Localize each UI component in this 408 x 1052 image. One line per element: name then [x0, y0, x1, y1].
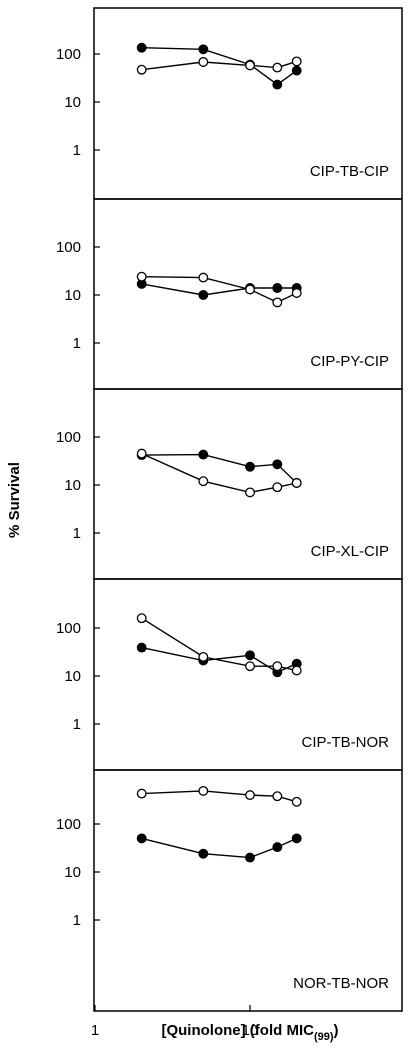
- panel-frame: [93, 769, 403, 1012]
- data-point-open: [136, 613, 147, 624]
- series-line-open: [141, 617, 297, 672]
- data-point-filled: [136, 42, 147, 53]
- data-point-filled: [198, 290, 209, 300]
- data-point-open: [136, 788, 147, 799]
- data-point-open: [198, 57, 209, 67]
- x-axis-label-close: ): [334, 1022, 339, 1039]
- data-point-open: [291, 56, 302, 67]
- data-point-filled: [272, 842, 283, 853]
- series-line-filled: [141, 453, 298, 484]
- panel-cip-tb-nor: 1 10 100 CIP-TB-NOR: [56, 578, 403, 771]
- panel-cip-xl-cip: 1 10 100 CIP-XL-CIP: [56, 388, 403, 580]
- y-tick-label: 1: [73, 716, 81, 733]
- panel-label: CIP-XL-CIP: [311, 543, 389, 560]
- data-point-filled: [245, 461, 255, 472]
- data-point-filled: [198, 44, 209, 55]
- panels-group: 1 10 100 CIP-TB-CIP 1 10 100 CIP-PY-CIP 1 10 100 CI…: [56, 7, 403, 1012]
- data-point-open: [272, 661, 283, 672]
- data-point-open: [136, 448, 147, 459]
- data-point-open: [198, 651, 209, 662]
- y-tick-label: 10: [64, 477, 81, 494]
- panel-cip-tb-cip: 1 10 100 CIP-TB-CIP: [56, 7, 403, 200]
- x-axis-label: [Quinolone] (fold MIC(99)): [161, 1022, 338, 1043]
- x-tick-label: 1: [91, 1022, 99, 1039]
- y-tick-label: 100: [56, 429, 81, 446]
- data-point-open: [198, 785, 209, 796]
- data-point-open: [291, 288, 302, 298]
- data-point-open: [272, 62, 283, 73]
- data-point-open: [291, 478, 302, 488]
- y-tick-label: 1: [73, 525, 81, 542]
- data-point-filled: [272, 283, 283, 293]
- data-point-open: [272, 297, 283, 308]
- y-tick-label: 10: [64, 287, 81, 304]
- data-point-filled: [136, 642, 147, 653]
- data-point-filled: [245, 650, 255, 661]
- panel-label: CIP-TB-NOR: [302, 734, 390, 751]
- data-point-filled: [136, 833, 147, 844]
- y-tick-label: 100: [56, 620, 81, 637]
- data-point-open: [136, 64, 147, 75]
- x-axis-label-main: [Quinolone] (fold MIC: [161, 1022, 314, 1039]
- panel-label: CIP-TB-CIP: [310, 163, 389, 180]
- data-point-filled: [198, 449, 209, 460]
- panel-cip-py-cip: 1 10 100 CIP-PY-CIP: [56, 198, 403, 390]
- y-tick-label: 100: [56, 239, 81, 256]
- data-point-open: [198, 272, 209, 283]
- data-point-open: [245, 60, 255, 71]
- y-tick-label: 100: [56, 816, 81, 833]
- y-tick-label: 1: [73, 335, 81, 352]
- y-tick-label: 100: [56, 46, 81, 63]
- data-point-open: [198, 476, 209, 487]
- data-point-open: [245, 284, 255, 295]
- x-axis: 1 10: [91, 1005, 259, 1039]
- data-point-filled: [272, 79, 283, 90]
- data-point-open: [136, 271, 147, 282]
- data-point-filled: [272, 459, 283, 470]
- x-tick-label: 10: [242, 1022, 259, 1039]
- panel-label: CIP-PY-CIP: [310, 353, 389, 370]
- panel-nor-tb-nor: 1 10 100 NOR-TB-NOR: [56, 769, 403, 1012]
- y-tick-label: 10: [64, 668, 81, 685]
- data-point-filled: [291, 833, 302, 844]
- data-point-open: [291, 665, 302, 676]
- data-point-filled: [198, 848, 209, 859]
- data-point-filled: [291, 65, 302, 76]
- data-point-open: [245, 790, 255, 801]
- data-point-open: [272, 482, 283, 493]
- y-tick-label: 1: [73, 912, 81, 929]
- data-point-open: [291, 796, 302, 807]
- y-tick-label: 10: [64, 94, 81, 111]
- data-point-open: [245, 661, 255, 672]
- y-tick-label: 10: [64, 864, 81, 881]
- x-axis-label-subscript: (99): [314, 1031, 334, 1043]
- data-point-filled: [245, 852, 255, 863]
- y-axis-label: % Survival: [6, 462, 23, 538]
- data-point-open: [272, 791, 283, 802]
- y-tick-label: 1: [73, 142, 81, 159]
- panel-label: NOR-TB-NOR: [293, 975, 389, 992]
- data-point-open: [245, 487, 255, 498]
